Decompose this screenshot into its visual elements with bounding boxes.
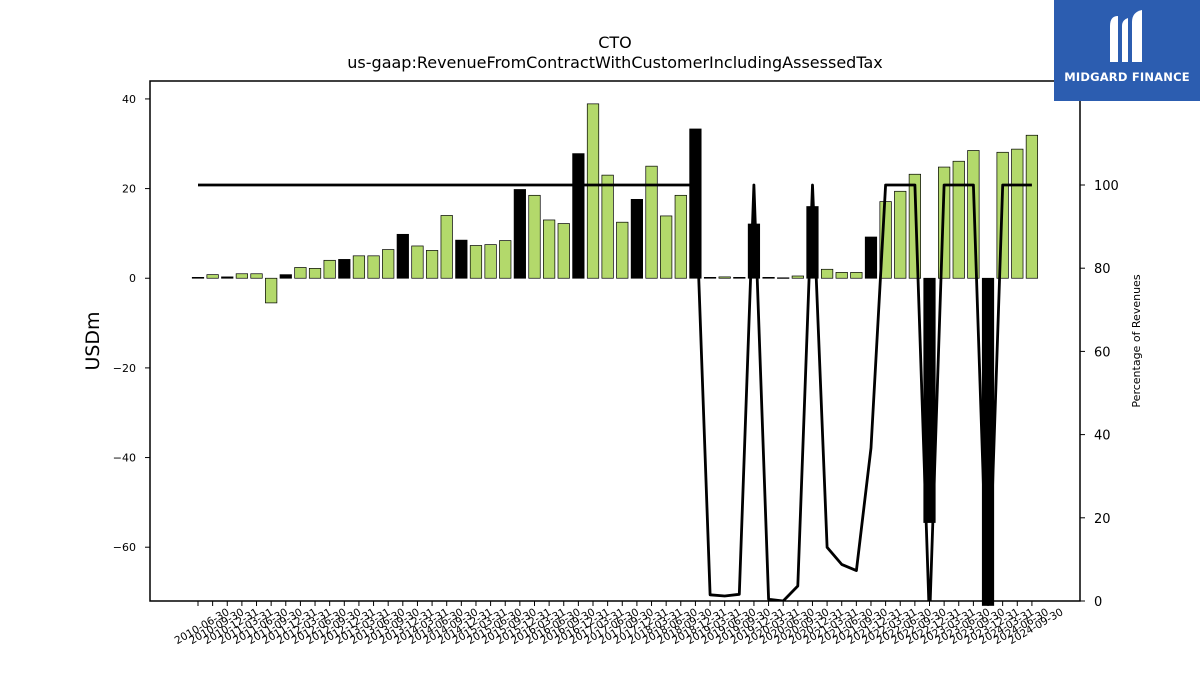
bar-2021-12-31 — [864, 236, 878, 279]
bar-2014-09-30 — [440, 215, 453, 279]
bar-2017-12-31 — [630, 198, 644, 279]
bar-2012-06-30 — [308, 268, 322, 279]
plot-frame — [149, 80, 1081, 602]
y-tick-label: −60 — [113, 541, 136, 554]
y2-tick-label: 20 — [1094, 512, 1111, 527]
y2-tick-label: 80 — [1094, 262, 1111, 277]
bar-2023-06-30 — [952, 160, 965, 279]
chart-title: CTO — [598, 33, 632, 52]
y-tick-label: 40 — [122, 93, 136, 106]
bar-2013-09-30 — [382, 249, 395, 279]
bar-2015-06-30 — [484, 244, 497, 279]
bar-2018-03-31 — [645, 165, 658, 279]
bar-2011-06-30 — [250, 273, 263, 279]
bar-2017-06-30 — [601, 174, 614, 279]
bar-2024-06-30 — [1011, 148, 1024, 279]
bar-2018-09-30 — [674, 194, 687, 279]
bar-2020-09-30 — [791, 275, 804, 279]
bar-2012-09-30 — [323, 259, 336, 279]
axes-layer: −60−40−20020400204060801002010-06-302010… — [113, 80, 1119, 647]
bar-2010-09-30 — [206, 274, 219, 279]
bar-2013-06-30 — [367, 255, 380, 279]
bar-2024-09-30 — [1025, 134, 1039, 279]
bar-2021-06-30 — [835, 272, 848, 279]
bar-2010-12-31 — [221, 276, 234, 279]
bar-2021-03-31 — [820, 268, 834, 279]
bar-2011-03-31 — [235, 273, 248, 279]
y2-tick-label: 0 — [1094, 595, 1102, 610]
brand-name: MIDGARD FINANCE — [1064, 70, 1190, 84]
line-layer — [198, 183, 1032, 601]
midgard-logo-icon — [1110, 10, 1142, 62]
bars-layer — [191, 103, 1039, 606]
bar-2013-03-31 — [352, 255, 366, 279]
y-axis-title: USDm — [82, 311, 104, 370]
bar-2011-09-30 — [265, 277, 278, 304]
bar-2016-03-31 — [528, 194, 541, 279]
brand-logo: MIDGARD FINANCE — [1054, 0, 1200, 101]
bar-2015-12-31 — [513, 189, 526, 279]
y-tick-label: −40 — [113, 452, 136, 465]
y2-tick-label: 60 — [1094, 345, 1111, 360]
bar-2016-06-30 — [543, 219, 556, 279]
bar-2010-06-30 — [191, 276, 205, 279]
bar-2016-12-31 — [572, 153, 585, 279]
y2-tick-label: 40 — [1094, 429, 1111, 444]
bar-2017-09-30 — [616, 221, 629, 279]
bar-2018-06-30 — [660, 215, 673, 279]
bar-2015-09-30 — [499, 240, 512, 279]
bar-2014-03-31 — [411, 245, 424, 279]
y2-axis-title: Percentage of Revenues — [1130, 274, 1143, 407]
bar-2012-03-31 — [294, 267, 307, 279]
bar-2011-12-31 — [279, 274, 292, 279]
bar-2016-09-30 — [557, 223, 570, 279]
bar-2019-03-31 — [703, 276, 717, 279]
bar-2022-09-30 — [908, 173, 921, 279]
bar-2014-06-30 — [425, 250, 439, 279]
bar-2022-06-30 — [894, 190, 907, 279]
chart-subtitle: us-gaap:RevenueFromContractWithCustomerI… — [347, 53, 882, 72]
bar-2019-06-30 — [718, 276, 731, 279]
bar-2012-12-31 — [338, 259, 351, 279]
bar-2020-06-30 — [777, 277, 790, 279]
bar-2020-03-31 — [762, 276, 775, 279]
bar-2023-12-31 — [981, 277, 995, 606]
bar-2019-09-30 — [733, 276, 746, 279]
bar-2017-03-31 — [586, 103, 600, 279]
bar-2021-09-30 — [850, 272, 863, 279]
bar-2015-03-31 — [469, 245, 483, 279]
bar-2022-12-31 — [923, 277, 936, 523]
bar-2013-12-31 — [396, 233, 409, 279]
y-tick-label: 0 — [129, 272, 136, 285]
y2-tick-label: 100 — [1094, 179, 1119, 194]
percentage-line — [198, 183, 1032, 601]
y-tick-label: 20 — [122, 183, 136, 196]
y-tick-label: −20 — [113, 362, 136, 375]
bar-2014-12-31 — [455, 239, 468, 279]
